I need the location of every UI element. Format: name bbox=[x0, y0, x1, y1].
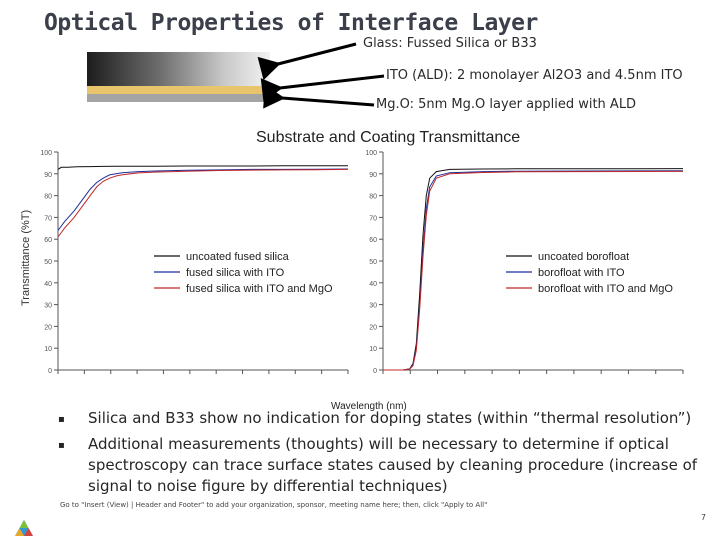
bullet-marker: ▪ bbox=[58, 440, 65, 451]
slide-title: Optical Properties of Interface Layer bbox=[44, 10, 538, 36]
y-tick-label: 100 bbox=[40, 150, 52, 157]
layer-stack-illustration bbox=[87, 52, 270, 102]
y-tick-label: 40 bbox=[369, 281, 377, 288]
y-tick-label: 0 bbox=[373, 368, 377, 375]
series-line bbox=[57, 165, 348, 170]
legend-label: uncoated borofloat bbox=[538, 251, 629, 263]
y-tick-label: 80 bbox=[369, 194, 377, 201]
series-line bbox=[383, 170, 684, 371]
bullet-text: Silica and B33 show no indication for do… bbox=[88, 409, 692, 427]
glass-layer bbox=[87, 52, 270, 86]
y-tick-label: 20 bbox=[369, 324, 377, 331]
x-axis-label: Wavelength (nm) bbox=[331, 401, 407, 412]
y-tick-label: 0 bbox=[48, 368, 52, 375]
y-tick-label: 60 bbox=[369, 237, 377, 244]
y-tick-label: 10 bbox=[369, 346, 377, 353]
ito-arrow bbox=[260, 74, 385, 102]
y-tick-label: 100 bbox=[365, 150, 377, 157]
bullet-item: ▪ Silica and B33 show no indication for … bbox=[58, 408, 698, 430]
legend-label: fused silica with ITO bbox=[186, 267, 285, 279]
logo-icon bbox=[15, 520, 33, 536]
series-line bbox=[57, 168, 349, 231]
ito-label: ITO (ALD): 2 monolayer Al2O3 and 4.5nm I… bbox=[386, 68, 683, 83]
y-tick-label: 30 bbox=[369, 303, 377, 310]
mgo-layer bbox=[87, 94, 270, 102]
legend-label: uncoated fused silica bbox=[186, 251, 290, 263]
y-tick-label: 90 bbox=[369, 172, 377, 179]
y-tick-label: 10 bbox=[44, 346, 52, 353]
legend-label: fused silica with ITO and MgO bbox=[186, 283, 333, 295]
y-tick-label: 80 bbox=[44, 194, 52, 201]
chart-title: Substrate and Coating Transmittance bbox=[256, 129, 520, 146]
legend-label: borofloat with ITO and MgO bbox=[538, 283, 673, 295]
bullet-text: Additional measurements (thoughts) will … bbox=[88, 435, 698, 495]
y-tick-label: 50 bbox=[44, 259, 52, 266]
ito-layer bbox=[87, 86, 270, 94]
y-axis-label: Transmittance (%T) bbox=[20, 210, 32, 306]
bullet-list: ▪ Silica and B33 show no indication for … bbox=[58, 408, 698, 501]
glass-label: Glass: Fussed Silica or B33 bbox=[363, 36, 537, 51]
mgo-arrow bbox=[263, 84, 375, 109]
y-tick-label: 70 bbox=[44, 215, 52, 222]
y-tick-label: 70 bbox=[369, 215, 377, 222]
series-line bbox=[57, 168, 349, 238]
y-tick-label: 90 bbox=[44, 172, 52, 179]
legend-label: borofloat with ITO bbox=[538, 267, 625, 279]
mgo-label: Mg.O: 5nm Mg.O layer applied with ALD bbox=[376, 97, 637, 112]
y-tick-label: 50 bbox=[369, 259, 377, 266]
glass-arrow bbox=[257, 42, 357, 81]
y-tick-label: 60 bbox=[44, 237, 52, 244]
y-tick-label: 40 bbox=[44, 281, 52, 288]
bullet-item: ▪ Additional measurements (thoughts) wil… bbox=[58, 434, 698, 497]
y-tick-label: 30 bbox=[44, 303, 52, 310]
footer-note: Go to "Insert (View) | Header and Footer… bbox=[60, 501, 488, 509]
layer-arrows bbox=[257, 42, 385, 109]
bullet-marker: ▪ bbox=[58, 414, 65, 425]
page-number: 7 bbox=[700, 513, 706, 522]
y-tick-label: 20 bbox=[44, 324, 52, 331]
transmittance-chart: Substrate and Coating Transmittance Trans… bbox=[20, 129, 684, 412]
